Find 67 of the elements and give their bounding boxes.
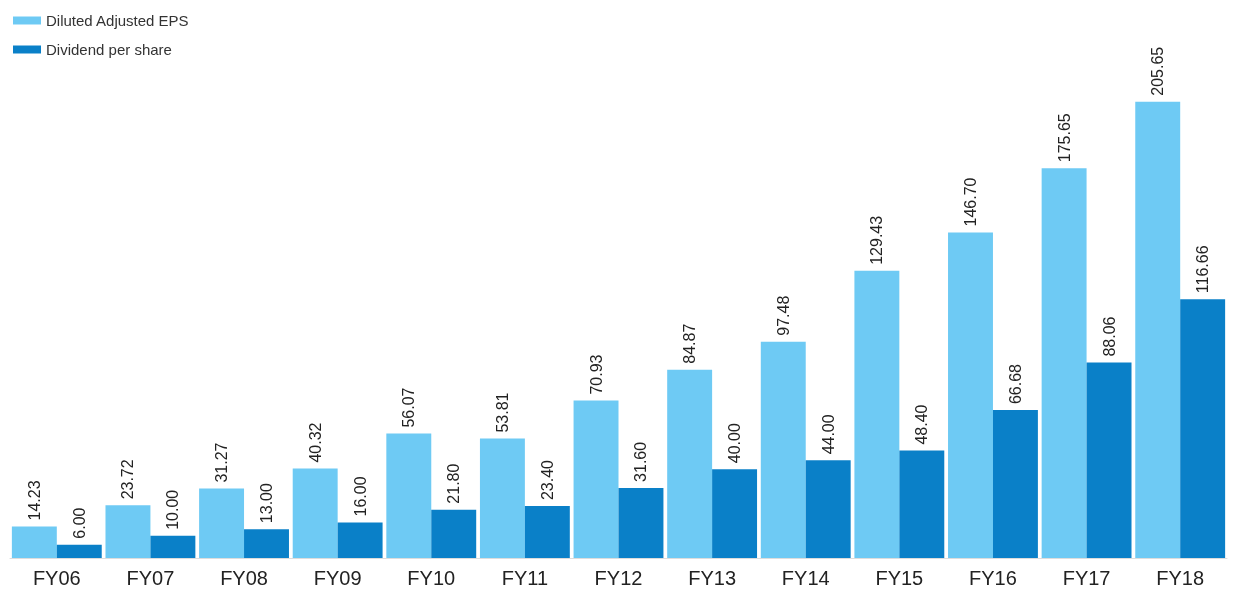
bar — [899, 450, 945, 558]
bar — [337, 522, 383, 558]
bar — [992, 410, 1038, 558]
data-label: 48.40 — [913, 404, 931, 445]
x-tick-label: FY13 — [688, 567, 737, 589]
bar — [712, 469, 758, 558]
data-label: 88.06 — [1100, 316, 1118, 357]
data-label: 10.00 — [164, 489, 182, 530]
x-tick-label: FY10 — [407, 567, 456, 589]
x-tick-label: FY17 — [1062, 567, 1111, 589]
legend-label: Dividend per share — [46, 41, 172, 58]
bar — [1180, 299, 1226, 558]
data-label: 66.68 — [1006, 363, 1024, 405]
bar — [431, 509, 477, 558]
bar — [386, 433, 432, 558]
x-tick-label: FY06 — [32, 567, 81, 589]
legend-label: Diluted Adjusted EPS — [46, 12, 189, 29]
bar — [573, 400, 619, 558]
bar — [11, 526, 57, 558]
bar — [1041, 168, 1087, 558]
data-label: 40.32 — [306, 422, 324, 463]
bar — [479, 438, 525, 558]
bar — [56, 544, 102, 558]
data-label: 21.80 — [445, 463, 463, 504]
data-label: 146.70 — [961, 177, 979, 227]
bar — [1086, 362, 1132, 558]
x-tick-label: FY18 — [1156, 567, 1205, 589]
data-label: 31.27 — [213, 442, 231, 483]
data-label: 53.81 — [493, 392, 511, 433]
bar — [948, 232, 993, 558]
data-label: 6.00 — [70, 507, 88, 539]
data-label: 116.66 — [1194, 245, 1212, 294]
data-label: 23.72 — [119, 459, 137, 500]
x-tick-label: FY09 — [313, 567, 362, 589]
data-label: 14.23 — [25, 480, 43, 521]
data-label: 205.65 — [1149, 46, 1167, 96]
bar — [524, 506, 570, 558]
x-tick-label: FY08 — [220, 567, 268, 589]
x-tick-label: FY12 — [594, 567, 643, 589]
bar — [199, 488, 245, 558]
bar — [854, 270, 900, 558]
x-tick-label: FY11 — [501, 567, 549, 589]
data-label: 97.48 — [774, 295, 792, 336]
bar — [292, 468, 338, 558]
data-label: 70.93 — [587, 354, 605, 395]
data-label: 175.65 — [1055, 113, 1073, 163]
x-tick-label: FY15 — [875, 567, 924, 589]
data-label: 84.87 — [681, 323, 699, 364]
bar — [760, 341, 806, 558]
data-label: 129.43 — [868, 215, 886, 265]
data-label: 31.60 — [632, 441, 650, 482]
bar — [805, 460, 851, 558]
bar — [667, 369, 713, 558]
data-label: 16.00 — [351, 476, 369, 517]
bar — [244, 529, 289, 558]
x-tick-label: FY07 — [126, 567, 175, 589]
bar — [150, 535, 196, 558]
data-label: 44.00 — [819, 414, 837, 455]
bar — [1135, 101, 1181, 558]
bar — [618, 487, 664, 558]
bar — [105, 505, 151, 558]
data-label: 40.00 — [726, 423, 744, 464]
data-label: 56.07 — [400, 387, 418, 428]
data-label: 13.00 — [258, 483, 276, 524]
x-tick-label: FY14 — [781, 567, 830, 589]
data-label: 23.40 — [538, 459, 556, 501]
x-tick-label: FY16 — [969, 567, 1017, 589]
